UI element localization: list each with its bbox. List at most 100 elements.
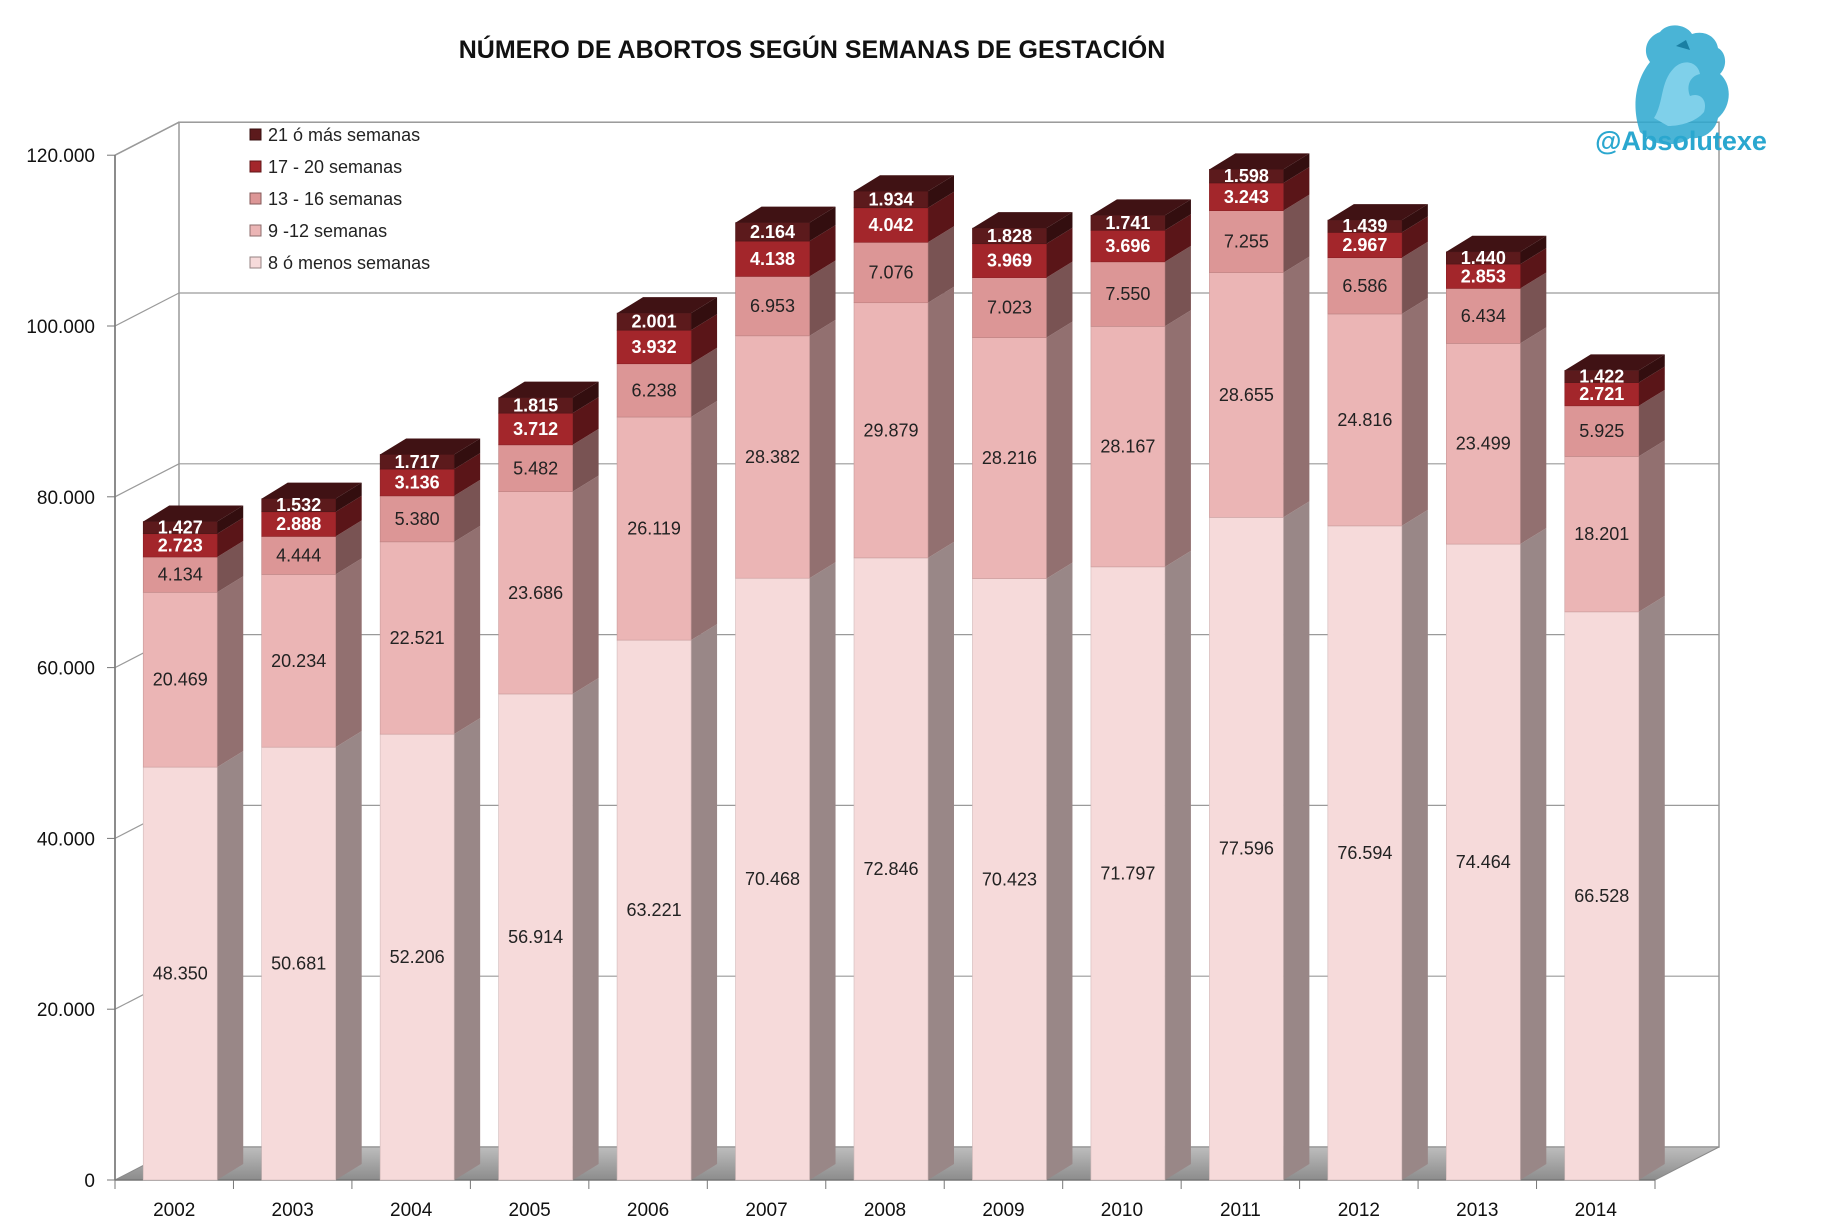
- data-label: 1.717: [395, 452, 440, 472]
- legend-swatch: [249, 160, 262, 173]
- bar-side: [1401, 509, 1428, 1181]
- bar-side: [809, 206, 836, 242]
- bar-side: [217, 540, 244, 593]
- data-label: 6.434: [1461, 306, 1506, 326]
- bar-side: [928, 541, 954, 1180]
- bar-segment: [1446, 263, 1521, 289]
- data-label: 4.042: [868, 215, 913, 235]
- legend-swatch: [249, 128, 262, 141]
- data-label: 5.925: [1579, 421, 1624, 441]
- data-label: 1.532: [276, 495, 321, 515]
- data-label: 74.464: [1456, 852, 1511, 872]
- legend-item: 13 - 16 semanas: [249, 189, 402, 209]
- data-label: 3.136: [395, 472, 440, 492]
- bar-side: [335, 731, 362, 1180]
- data-label: 72.846: [863, 859, 918, 879]
- data-label: 24.816: [1337, 410, 1392, 430]
- bar-top: [1327, 204, 1428, 221]
- data-label: 20.234: [271, 651, 326, 671]
- data-label: 1.934: [868, 190, 913, 210]
- bar-segment: [1446, 343, 1521, 545]
- bar-segment: [261, 574, 336, 748]
- bar-segment: [1446, 288, 1521, 344]
- bar-side: [1638, 389, 1665, 457]
- legend-label: 21 ó más semanas: [268, 125, 420, 145]
- bar-side: [1401, 204, 1428, 233]
- bar-side: [1638, 366, 1665, 406]
- legend-item: 17 - 20 semanas: [249, 157, 402, 177]
- data-label: 1.427: [158, 518, 203, 538]
- y-tick-label: 120.000: [26, 146, 95, 167]
- bar-top: [617, 297, 718, 314]
- bar-segment: [498, 412, 573, 446]
- data-label: 26.119: [627, 519, 681, 539]
- chart-title: NÚMERO DE ABORTOS SEGÚN SEMANAS DE GESTA…: [459, 34, 1166, 64]
- legend-item: 8 ó menos semanas: [249, 253, 430, 273]
- bar-segment: [735, 335, 810, 579]
- y-tick-label: 80.000: [37, 488, 95, 509]
- data-label: 6.238: [632, 380, 677, 400]
- bar-segment: [972, 337, 1047, 579]
- bar-top: [498, 381, 599, 398]
- bar-side: [454, 525, 481, 735]
- bar-segment: [616, 363, 692, 418]
- bar-segment: [853, 557, 929, 1181]
- bar-segment: [735, 240, 810, 277]
- data-label: 3.696: [1105, 236, 1150, 256]
- bar-segment: [1327, 232, 1403, 259]
- bar-side: [572, 381, 599, 414]
- y-axis: 0 20.000 40.000 60.000 80.000 100.000 120.000: [26, 146, 116, 1192]
- data-label: 2.888: [276, 514, 321, 534]
- data-label: 23.499: [1456, 434, 1511, 454]
- gridline-depth: [114, 121, 180, 156]
- bar-segment: [735, 577, 810, 1181]
- bar-side: [691, 624, 718, 1180]
- x-tick-label: 2004: [390, 1200, 433, 1221]
- bar-segment: [735, 276, 810, 337]
- bar-side: [335, 520, 362, 575]
- data-label: 48.350: [153, 964, 208, 984]
- bar-segment: [498, 491, 573, 695]
- x-tick-label: 2014: [1575, 1200, 1618, 1221]
- bar-segment: [1090, 326, 1166, 568]
- y-tick-label: 20.000: [37, 1000, 95, 1021]
- data-label: 2.001: [632, 312, 677, 332]
- bar-side: [691, 347, 718, 418]
- bar-side: [1638, 354, 1665, 383]
- bar-side: [217, 576, 244, 768]
- bar-side: [335, 558, 362, 748]
- bar-side: [1164, 550, 1191, 1180]
- x-tick-label: 2010: [1101, 1200, 1143, 1221]
- x-tick-label: 2005: [508, 1200, 550, 1221]
- x-tick-label: 2008: [864, 1200, 906, 1221]
- bar-side: [1520, 327, 1547, 545]
- bar-side: [1046, 212, 1073, 244]
- bar-stack: 56.914 23.686 5.482 3.712 1.815: [498, 381, 599, 1181]
- gridline-depth: [114, 292, 180, 327]
- bar-side: [1520, 235, 1547, 265]
- bar-side: [809, 225, 836, 277]
- data-label: 7.255: [1224, 232, 1269, 252]
- bar-side: [454, 438, 481, 470]
- bar-top: [143, 505, 244, 522]
- bar-side: [572, 397, 599, 445]
- bar-side: [454, 718, 481, 1180]
- data-label: 56.914: [508, 927, 563, 947]
- bar-stack: 70.468 28.382 6.953 4.138 2.164: [735, 206, 836, 1181]
- x-tick-label: 2011: [1220, 1200, 1261, 1221]
- bar-side: [1283, 153, 1310, 183]
- bar-side: [809, 260, 836, 336]
- data-label: 70.423: [982, 869, 1037, 889]
- bar-side: [928, 191, 954, 243]
- bar-side: [691, 314, 718, 364]
- data-label: 71.797: [1100, 863, 1155, 883]
- data-label: 1.439: [1342, 216, 1387, 236]
- data-label: 28.382: [745, 447, 800, 467]
- bar-side: [572, 677, 599, 1180]
- x-tick-label: 2012: [1338, 1200, 1380, 1221]
- data-label: 1.741: [1105, 213, 1150, 233]
- data-label: 23.686: [508, 583, 563, 603]
